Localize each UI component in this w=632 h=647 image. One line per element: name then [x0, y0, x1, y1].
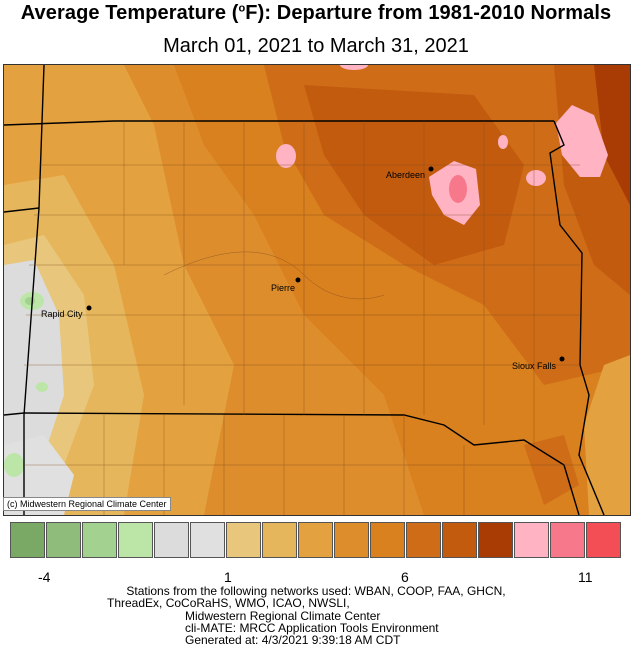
city-sioux-falls: Sioux Falls — [512, 356, 565, 371]
legend-swatch — [586, 522, 621, 558]
degree-symbol: o — [238, 2, 246, 15]
city-label-aberdeen: Aberdeen — [386, 170, 425, 180]
city-label-rapid-city: Rapid City — [41, 309, 83, 319]
legend-swatch — [46, 522, 81, 558]
footer-line-networks: Stations from the following networks use… — [126, 584, 506, 598]
footer-line-mrcc: Midwestern Regional Climate Center — [185, 609, 381, 623]
legend-swatch — [334, 522, 369, 558]
date-range: March 01, 2021 to March 31, 2021 — [163, 35, 469, 57]
footer-line-climate: cli-MATE: MRCC Application Tools Environ… — [185, 621, 439, 635]
legend-tick-minus4: -4 — [38, 569, 51, 585]
legend-swatch — [10, 522, 45, 558]
temperature-map: Aberdeen Pierre Rapid City Sioux Falls — [3, 64, 631, 516]
title-prefix: Average Temperature ( — [20, 2, 239, 24]
legend-swatch — [478, 522, 513, 558]
legend-swatch — [118, 522, 153, 558]
legend-swatch — [550, 522, 585, 558]
city-pierre: Pierre — [271, 277, 301, 293]
legend-swatch — [514, 522, 549, 558]
color-legend — [10, 522, 622, 558]
map-canvas: Aberdeen Pierre Rapid City Sioux Falls — [4, 65, 630, 515]
legend-swatch — [82, 522, 117, 558]
legend-tick-11: 11 — [578, 569, 593, 585]
city-label-pierre: Pierre — [271, 283, 295, 293]
legend-swatch — [190, 522, 225, 558]
legend-swatch — [370, 522, 405, 558]
title-suffix: F): Departure from 1981-2010 Normals — [245, 2, 612, 24]
legend-swatch — [262, 522, 297, 558]
legend-swatch — [298, 522, 333, 558]
footer-line-networks-2: ThreadEx, CoCoRaHS, WMO, ICAO, NWSLI, — [107, 596, 350, 610]
legend-tick-1: 1 — [224, 569, 232, 585]
map-title: Average Temperature (oF): Departure from… — [0, 2, 632, 25]
footer-line-generated: Generated at: 4/3/2021 9:39:18 AM CDT — [185, 633, 401, 647]
legend-swatch — [226, 522, 261, 558]
legend-swatch — [442, 522, 477, 558]
legend-swatch — [154, 522, 189, 558]
city-label-sioux-falls: Sioux Falls — [512, 361, 557, 371]
city-rapid-city: Rapid City — [41, 305, 92, 319]
legend-swatch — [406, 522, 441, 558]
copyright-notice: (c) Midwestern Regional Climate Center — [3, 497, 171, 511]
legend-tick-6: 6 — [401, 569, 409, 585]
city-aberdeen: Aberdeen — [386, 166, 434, 180]
